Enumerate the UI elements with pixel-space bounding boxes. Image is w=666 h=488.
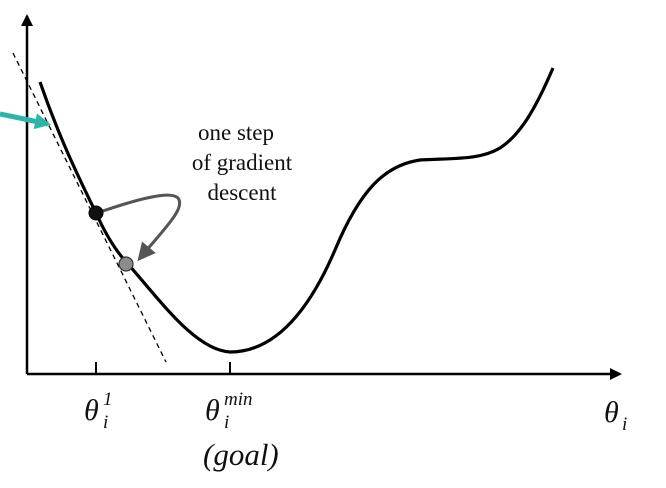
x-axis-label-sub: i: [622, 414, 627, 435]
tick-label-thetamin-sup: min: [224, 389, 253, 410]
next-point: [118, 256, 134, 272]
tangent-line: [12, 52, 167, 363]
tick-label-thetamin-base: θ: [205, 394, 220, 427]
start-point: [88, 205, 104, 221]
annotation-line-1: one step: [198, 120, 274, 145]
step-arrow: [99, 193, 182, 262]
tick-label-thetamin-sub: i: [224, 412, 229, 433]
tick-label-theta1-sup: 1: [103, 389, 113, 410]
tick-label-theta1-base: θ: [84, 394, 99, 427]
tick-label-theta1-sub: i: [103, 412, 108, 433]
annotation-line-3: descent: [208, 180, 278, 205]
loss-curve: [38, 67, 555, 354]
goal-label: (goal): [203, 437, 279, 472]
x-axis-label-base: θ: [604, 396, 619, 429]
annotation-line-2: of gradient: [192, 150, 293, 175]
teal-arrow: [0, 111, 51, 130]
